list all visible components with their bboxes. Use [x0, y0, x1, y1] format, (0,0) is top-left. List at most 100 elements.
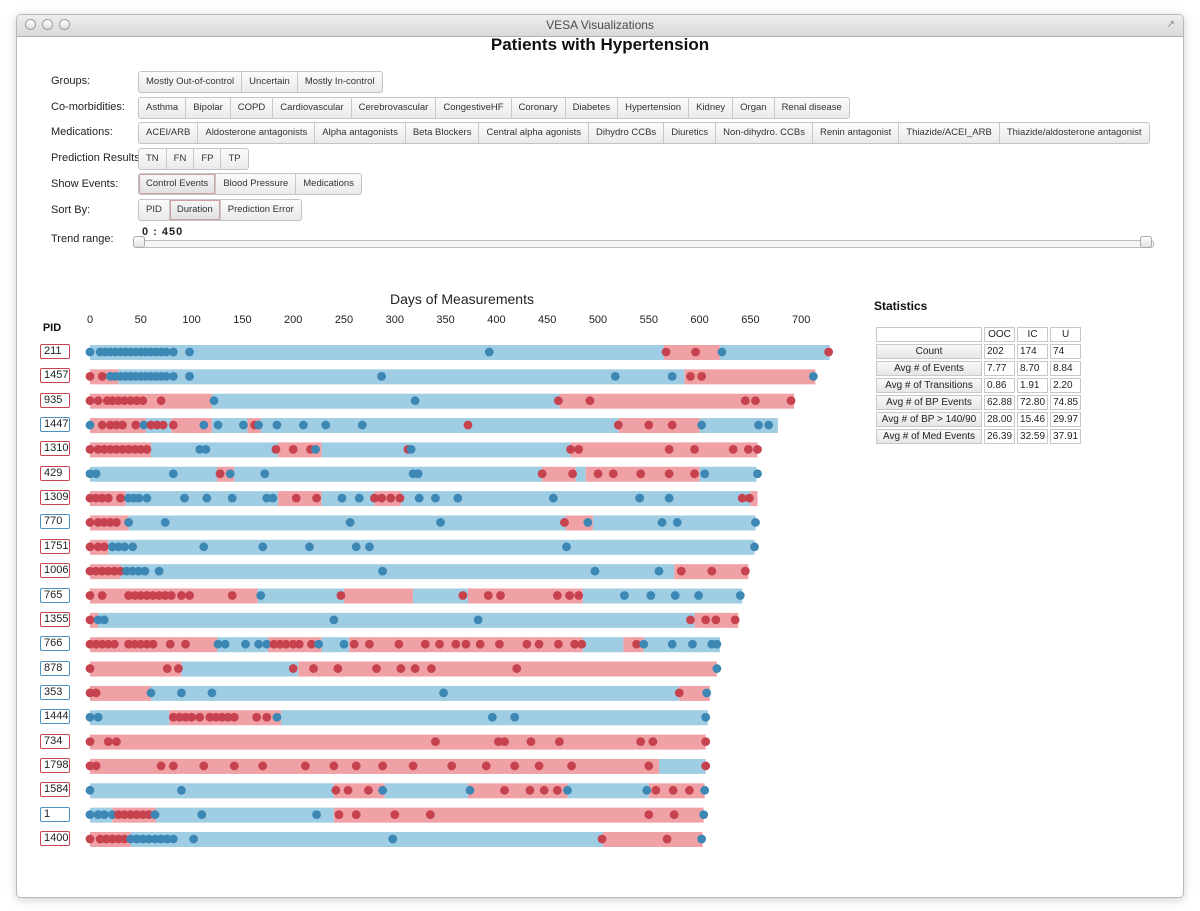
trend-range-min-handle[interactable]: [133, 236, 145, 248]
comorbidities-asthma-button[interactable]: Asthma: [139, 98, 187, 118]
timeline-segment-in-control: [108, 539, 755, 555]
pid-label-1310[interactable]: 1310: [40, 441, 70, 457]
sort-by-prediction-error-button[interactable]: Prediction Error: [227, 204, 294, 215]
prediction-fn-button[interactable]: FN: [167, 149, 195, 169]
measurement-dot: [168, 712, 178, 722]
medications-beta-blockers-button[interactable]: Beta Blockers: [406, 123, 480, 143]
comorbidities-coronary-button[interactable]: Coronary: [512, 98, 566, 118]
measurement-dot: [138, 396, 148, 406]
comorbidities-congestivehf-button[interactable]: CongestiveHF: [436, 98, 512, 118]
pid-label-765[interactable]: 765: [40, 587, 70, 603]
measurement-dot: [577, 639, 587, 649]
x-tick-label: 450: [538, 314, 556, 326]
pid-label-1400[interactable]: 1400: [40, 831, 70, 846]
pid-label-211[interactable]: 211: [40, 344, 70, 359]
medications-central-alpha-agonists-button[interactable]: Central alpha agonists: [479, 123, 589, 143]
measurement-dot: [229, 712, 239, 722]
comorbidities-copd-button[interactable]: COPD: [231, 98, 274, 118]
comorbidities-cardiovascular-button[interactable]: Cardiovascular: [273, 98, 352, 118]
pid-label-1584[interactable]: 1584: [40, 782, 70, 798]
medications-acei-arb-button[interactable]: ACEI/ARB: [139, 123, 199, 143]
comorbidities-organ-button[interactable]: Organ: [733, 98, 775, 118]
medications-aldosterone-antagonists-button[interactable]: Aldosterone antagonists: [198, 123, 316, 143]
fullscreen-icon[interactable]: ↗: [1166, 19, 1175, 30]
measurement-dot: [349, 639, 359, 649]
pid-label-353[interactable]: 353: [40, 684, 70, 700]
comorbidities-hypertension-button[interactable]: Hypertension: [618, 98, 690, 118]
measurement-dot: [168, 469, 178, 479]
pid-label-935[interactable]: 935: [40, 392, 70, 408]
measurement-dot: [85, 469, 95, 479]
pid-label-1798[interactable]: 1798: [40, 757, 70, 773]
prediction-tn-button[interactable]: TN: [139, 149, 167, 169]
measurement-dot: [85, 420, 95, 430]
medications-non-dihydro-ccbs-button[interactable]: Non-dihydro. CCBs: [716, 123, 813, 143]
measurement-dot: [134, 493, 144, 503]
medications-dihydro-ccbs-button[interactable]: Dihydro CCBs: [589, 123, 665, 143]
comorbidities-bipolar-button[interactable]: Bipolar: [186, 98, 231, 118]
pid-label-429[interactable]: 429: [40, 465, 70, 481]
pid-label-770[interactable]: 770: [40, 514, 70, 530]
zoom-window-button[interactable]: [59, 19, 70, 30]
groups-mostly-out-of-control-button[interactable]: Mostly Out-of-control: [139, 72, 243, 92]
measurement-dot: [241, 639, 250, 649]
minimize-window-button[interactable]: [42, 19, 53, 30]
groups-uncertain-button[interactable]: Uncertain: [242, 72, 298, 92]
comorbidities-renal-disease-button[interactable]: Renal disease: [781, 102, 842, 113]
measurement-dot: [148, 639, 158, 649]
sort-by-duration-button[interactable]: Duration: [169, 200, 221, 220]
trend-range-max-handle[interactable]: [1140, 236, 1152, 248]
stats-row: Avg # of BP > 140/90 28.00 15.46 29.97: [876, 412, 1082, 427]
medications-diuretics-button[interactable]: Diuretics: [664, 123, 717, 143]
measurement-dot: [334, 810, 344, 820]
comorbidities-diabetes-button[interactable]: Diabetes: [566, 98, 619, 118]
pid-label-1[interactable]: 1: [40, 806, 70, 822]
measurement-dot: [336, 591, 346, 600]
measurement-dot: [262, 639, 272, 649]
measurement-dot: [91, 493, 101, 503]
measurement-dot: [142, 445, 152, 454]
pid-label-1457[interactable]: 1457: [40, 368, 70, 384]
timeline-segment-out-of-control: [333, 783, 385, 799]
sort-by-pid-button[interactable]: PID: [139, 200, 170, 220]
pid-label-734[interactable]: 734: [40, 733, 70, 749]
pid-label-1309[interactable]: 1309: [40, 490, 70, 506]
measurement-dot: [590, 566, 600, 576]
groups-mostly-in-control-button[interactable]: Mostly In-control: [304, 76, 375, 87]
measurement-dot: [99, 518, 109, 527]
stats-corner-cell: [876, 327, 982, 342]
comorbidities-kidney-button[interactable]: Kidney: [689, 98, 734, 118]
measurement-dot: [272, 712, 282, 722]
pid-label-1355[interactable]: 1355: [40, 611, 70, 627]
close-window-button[interactable]: [25, 19, 36, 30]
medications-thiazide-acei-arb-button[interactable]: Thiazide/ACEI_ARB: [899, 123, 1000, 143]
pid-label-1006[interactable]: 1006: [40, 563, 70, 579]
measurement-dot: [463, 420, 473, 430]
medications-renin-antagonist-button[interactable]: Renin antagonist: [813, 123, 900, 143]
measurement-dot: [664, 445, 674, 454]
show-events-blood-pressure-button[interactable]: Blood Pressure: [216, 174, 297, 194]
show-events-control-events-button[interactable]: Control Events: [139, 174, 217, 194]
pid-label-1751[interactable]: 1751: [40, 538, 70, 554]
prediction-fp-button[interactable]: FP: [194, 149, 222, 169]
prediction-tp-button[interactable]: TP: [228, 153, 241, 164]
measurement-dot: [363, 785, 373, 795]
pid-label-1444[interactable]: 1444: [40, 709, 70, 725]
measurement-dot: [195, 712, 205, 722]
pid-label-1447[interactable]: 1447: [40, 417, 70, 433]
pid-label-878[interactable]: 878: [40, 660, 70, 676]
measurement-dot: [481, 761, 491, 771]
show-events-medications-button[interactable]: Medications: [303, 178, 354, 189]
comorbidities-cerebrovascular-button[interactable]: Cerebrovascular: [352, 98, 437, 118]
stats-value: 74.85: [1050, 395, 1082, 410]
measurement-dot: [510, 712, 520, 722]
measurement-dot: [717, 347, 727, 357]
medications-thiazide-aldosterone-antagonist-button[interactable]: Thiazide/aldosterone antagonist: [1006, 127, 1142, 138]
medications-alpha-antagonists-button[interactable]: Alpha antagonists: [315, 123, 406, 143]
measurement-dot: [700, 469, 710, 479]
measurement-dot: [451, 639, 461, 649]
measurement-dot: [209, 396, 219, 406]
measurement-dot: [146, 420, 156, 430]
measurement-dot: [300, 761, 310, 771]
pid-label-766[interactable]: 766: [40, 636, 70, 652]
